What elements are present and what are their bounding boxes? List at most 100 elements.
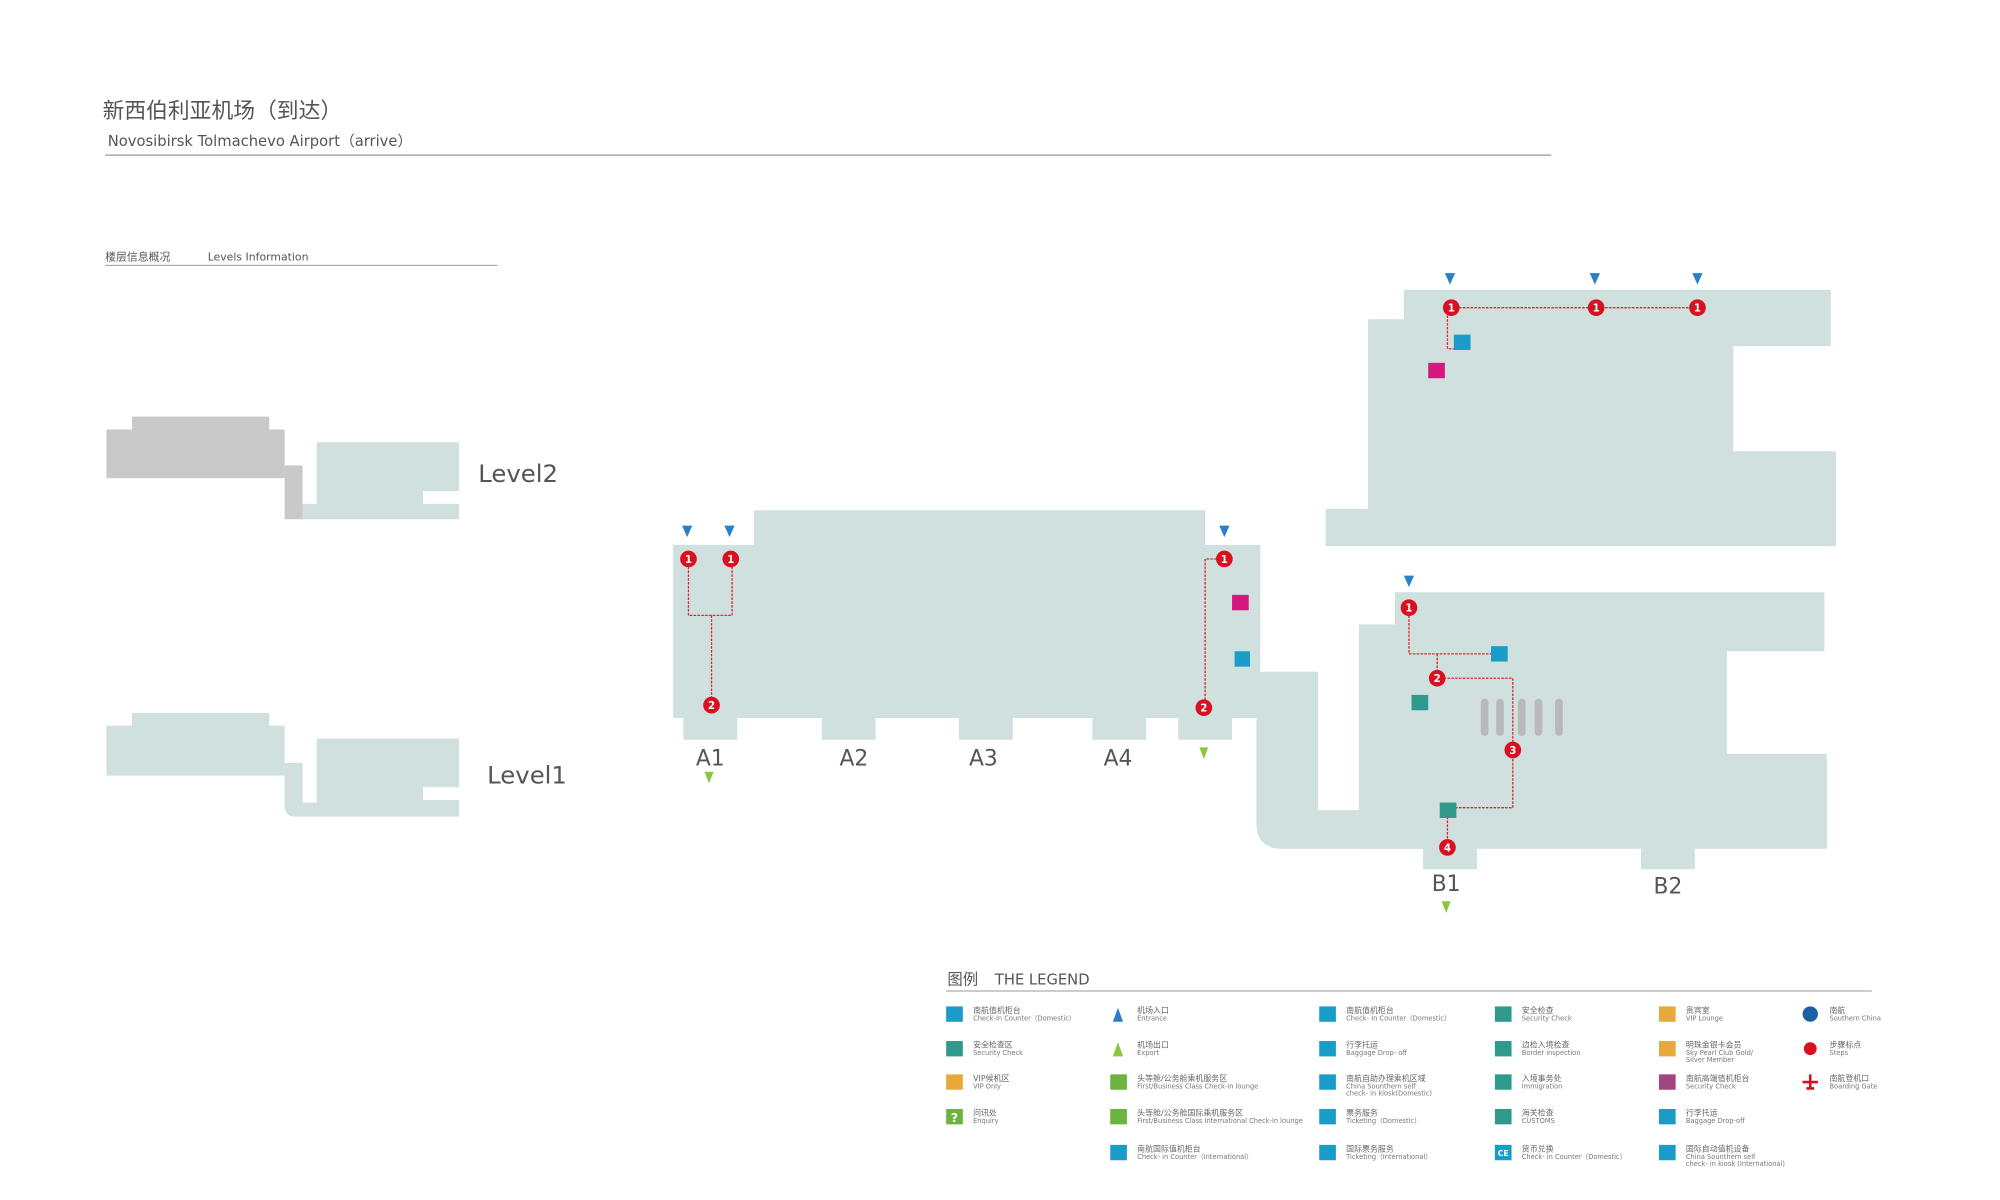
legend-label-zh: 贵宾室 xyxy=(1686,1005,1710,1015)
gate-label[interactable]: B1 xyxy=(1432,872,1461,897)
gate-label[interactable]: A1 xyxy=(696,746,725,771)
step-marker[interactable]: 2 xyxy=(1428,669,1446,687)
legend-label-en: China Sounthern self xyxy=(1346,1082,1416,1090)
levels-heading-en: Levels Information xyxy=(208,250,309,263)
entrance-arrow-icon xyxy=(1692,273,1703,285)
premium-counter-icon xyxy=(1658,1074,1676,1090)
border-inspection-icon[interactable] xyxy=(1411,694,1429,711)
level1-thumbnail[interactable] xyxy=(106,712,459,817)
legend-label-en: Check-In Counter（Domestic） xyxy=(973,1015,1075,1023)
svg-text:2: 2 xyxy=(1434,673,1441,685)
baggage-icon[interactable] xyxy=(1234,651,1250,667)
question-icon xyxy=(946,1108,963,1125)
page-subtitle: Novosibirsk Tolmachevo Airport（arrive） xyxy=(108,133,413,150)
terminal-a xyxy=(673,510,1424,849)
legend-label-zh: 安全检查区 xyxy=(973,1039,1013,1049)
legend-label-zh: 边检入境检查 xyxy=(1522,1039,1570,1049)
exit-markers xyxy=(704,747,1451,913)
step-marker[interactable]: 1 xyxy=(1442,299,1460,317)
legend-title-zh: 图例 xyxy=(947,971,978,989)
step-marker[interactable]: 1 xyxy=(1587,299,1605,317)
intl-counter-icon xyxy=(1110,1144,1127,1161)
plane-icon xyxy=(1802,1074,1818,1090)
legend-label-en: Security Check xyxy=(1686,1082,1736,1090)
legend-label-en: Baggage Drop- off xyxy=(1346,1049,1407,1057)
legend-label-en: Ticketing（Domestic） xyxy=(1345,1117,1421,1125)
legend-label-zh: 安全检查 xyxy=(1522,1005,1554,1015)
gate-label[interactable]: B2 xyxy=(1654,875,1683,900)
step-marker[interactable]: 1 xyxy=(722,550,740,568)
legend-label-en: Export xyxy=(1137,1049,1159,1057)
entrance-arrow-icon xyxy=(1219,525,1230,538)
square-teal xyxy=(946,1041,963,1057)
restroom-icon[interactable] xyxy=(1232,594,1249,611)
step-marker[interactable]: 1 xyxy=(1689,299,1706,317)
legend-label-en: First/Business Class International Check… xyxy=(1137,1117,1303,1125)
legend-label-en-cont: check- in kiosk(Domestic) xyxy=(1346,1090,1432,1098)
legend-label-en: Security Check xyxy=(1522,1015,1572,1023)
step-marker[interactable]: 2 xyxy=(1195,699,1213,717)
level1-label[interactable]: Level1 xyxy=(487,760,567,789)
legend-label-zh: 南航值机柜台 xyxy=(1346,1005,1394,1015)
legend-label-en: Ticketing（International） xyxy=(1345,1153,1432,1161)
border-icon xyxy=(1494,1041,1512,1057)
step-marker[interactable]: 3 xyxy=(1504,741,1522,759)
escalator-icon[interactable] xyxy=(1491,646,1508,662)
gate-label[interactable]: A3 xyxy=(969,746,998,771)
entrance-arrow-icon xyxy=(1589,273,1600,285)
legend-label-zh: 头等舱/公务舱乘机服务区 xyxy=(1137,1073,1227,1083)
legend-label-en: Steps xyxy=(1829,1049,1848,1057)
legend-label-zh: 南航高端值机柜台 xyxy=(1686,1073,1750,1083)
square-orange xyxy=(946,1074,963,1090)
legend-label-zh: 步骤标点 xyxy=(1829,1039,1861,1049)
customs-icon[interactable] xyxy=(1439,802,1457,818)
legend-label-zh: 国际自动值机设备 xyxy=(1686,1143,1750,1153)
step-marker-icon xyxy=(1803,1042,1817,1056)
security-gate-icon xyxy=(1494,1006,1512,1022)
escalator-icon[interactable] xyxy=(1453,334,1471,350)
entrance-arrow-icon xyxy=(682,525,693,538)
entrance-arrow-icon xyxy=(1403,575,1415,588)
map-facility-icons xyxy=(1232,334,1508,818)
immigration-icon xyxy=(1494,1074,1512,1090)
terminal-b xyxy=(1358,592,1827,870)
step-marker[interactable]: 2 xyxy=(703,696,720,714)
gate-label[interactable]: A4 xyxy=(1104,746,1133,771)
legend-label-zh: 票务服务 xyxy=(1346,1107,1378,1117)
svg-text:1: 1 xyxy=(1694,303,1701,315)
legend-title-en: THE LEGEND xyxy=(994,972,1090,989)
exit-arrow-icon xyxy=(1199,747,1209,759)
entrance-arrow-icon xyxy=(724,525,735,538)
legend-label-en: Border inspection xyxy=(1522,1049,1581,1057)
level2-label[interactable]: Level2 xyxy=(478,459,558,488)
legend-label-zh: 南航国际值机柜台 xyxy=(1137,1143,1201,1153)
legend-label-en: VIP Lounge xyxy=(1686,1015,1723,1023)
level2-thumbnail[interactable] xyxy=(106,416,459,520)
legend-label-zh: 海关检查 xyxy=(1522,1107,1554,1117)
svg-text:3: 3 xyxy=(1509,745,1516,757)
legend-label-en: First/Business Class Check-in lounge xyxy=(1137,1082,1258,1090)
step-marker[interactable]: 1 xyxy=(1216,550,1233,568)
legend-label-en: Security Check xyxy=(973,1049,1023,1057)
kiosk-icon xyxy=(1319,1074,1336,1090)
step-marker[interactable]: 1 xyxy=(680,550,697,568)
restroom-icon[interactable] xyxy=(1428,362,1445,379)
step-marker[interactable]: 4 xyxy=(1439,839,1456,856)
gate-label[interactable]: A2 xyxy=(839,746,868,771)
step-marker[interactable]: 1 xyxy=(1400,599,1418,617)
